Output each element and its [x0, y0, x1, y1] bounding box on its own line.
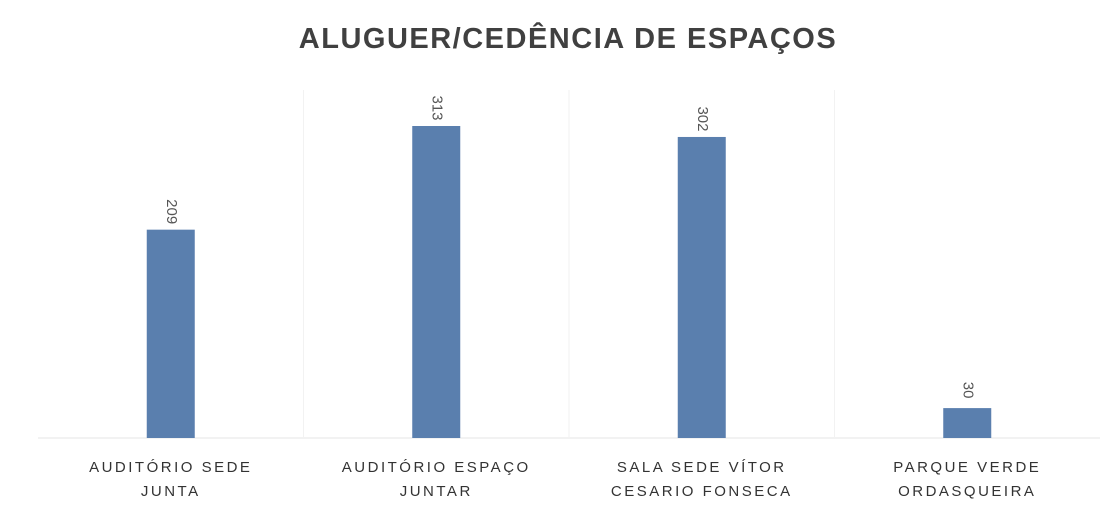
- x-tick-label: AUDITÓRIO SEDE JUNTA: [89, 459, 253, 500]
- x-tick-label: SALA SEDE VÍTOR CESARIO FONSECA: [610, 459, 793, 500]
- value-label: 209: [163, 199, 180, 224]
- x-tick-label: PARQUE VERDE ORDASQUEIRA: [893, 459, 1042, 500]
- bar: [146, 229, 195, 438]
- value-label: 30: [959, 382, 976, 399]
- chart-title: ALUGUER/CEDÊNCIA DE ESPAÇOS: [299, 21, 837, 55]
- value-label: 302: [694, 106, 711, 131]
- bar: [943, 408, 992, 438]
- bar: [677, 136, 726, 439]
- x-tick-label: AUDITÓRIO ESPAÇO JUNTAR: [341, 459, 531, 500]
- value-label: 313: [428, 95, 445, 120]
- bar: [412, 126, 461, 438]
